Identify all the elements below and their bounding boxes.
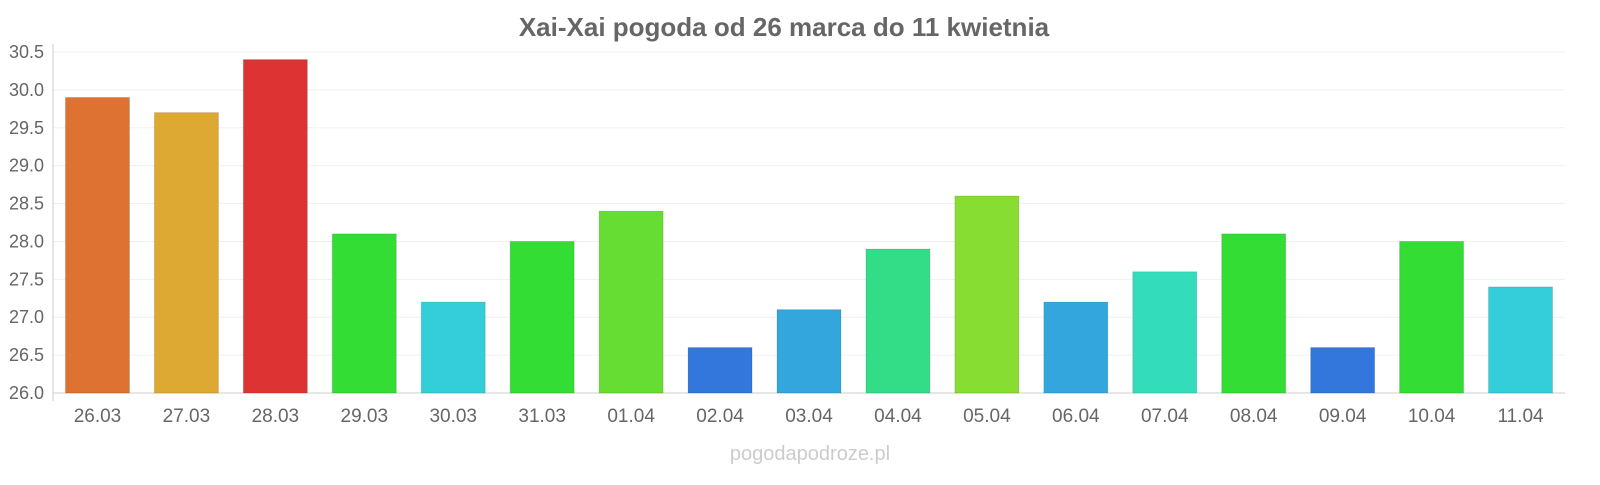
bar-09.04 [1310, 347, 1376, 394]
bar-05.04 [954, 195, 1020, 394]
bar-02.04 [687, 347, 753, 394]
bar-28.03 [242, 59, 308, 394]
x-tick-label: 10.04 [1408, 406, 1456, 427]
x-tick-label: 07.04 [1141, 406, 1189, 427]
x-tick-label: 04.04 [874, 406, 922, 427]
x-tick-label: 26.03 [74, 406, 122, 427]
y-tick-label: 29.5 [9, 118, 44, 138]
x-tick-label: 09.04 [1319, 406, 1367, 427]
bar-04.04 [865, 248, 931, 394]
bar-30.03 [420, 301, 486, 394]
y-tick-label: 27.5 [9, 269, 44, 289]
x-tick-label: 03.04 [785, 406, 833, 427]
x-tick-label: 01.04 [607, 406, 655, 427]
x-tick-label: 28.03 [252, 406, 300, 427]
y-tick-label: 26.0 [9, 383, 44, 403]
y-tick-label: 30.0 [9, 80, 44, 100]
watermark: pogodapodroze.pl [730, 443, 890, 465]
x-tick-label: 30.03 [429, 406, 477, 427]
y-tick-label: 28.5 [9, 194, 44, 214]
x-tick-label: 06.04 [1052, 406, 1100, 427]
bar-11.04 [1488, 286, 1554, 394]
y-tick-label: 30.5 [9, 42, 44, 62]
bar-10.04 [1399, 240, 1465, 394]
y-tick-label: 26.5 [9, 345, 44, 365]
x-tick-label: 11.04 [1497, 406, 1544, 427]
x-tick-label: 27.03 [163, 406, 211, 427]
y-tick-label: 29.0 [9, 156, 44, 176]
x-tick-label: 31.03 [518, 406, 566, 427]
bar-26.03 [64, 96, 130, 394]
bar-08.04 [1221, 233, 1287, 394]
bar-29.03 [331, 233, 397, 394]
y-tick-label: 27.0 [9, 307, 44, 327]
bar-27.03 [153, 112, 219, 394]
bar-07.04 [1132, 271, 1198, 394]
x-tick-label: 02.04 [696, 406, 744, 427]
bar-06.04 [1043, 301, 1109, 394]
bar-31.03 [509, 240, 575, 394]
chart-title: Xai-Xai pogoda od 26 marca do 11 kwietni… [519, 12, 1050, 42]
bar-01.04 [598, 210, 664, 394]
x-tick-label: 05.04 [963, 406, 1011, 427]
bar-03.04 [776, 309, 842, 394]
y-tick-label: 28.0 [9, 231, 44, 251]
x-tick-label: 29.03 [341, 406, 389, 427]
x-tick-label: 08.04 [1230, 406, 1278, 427]
